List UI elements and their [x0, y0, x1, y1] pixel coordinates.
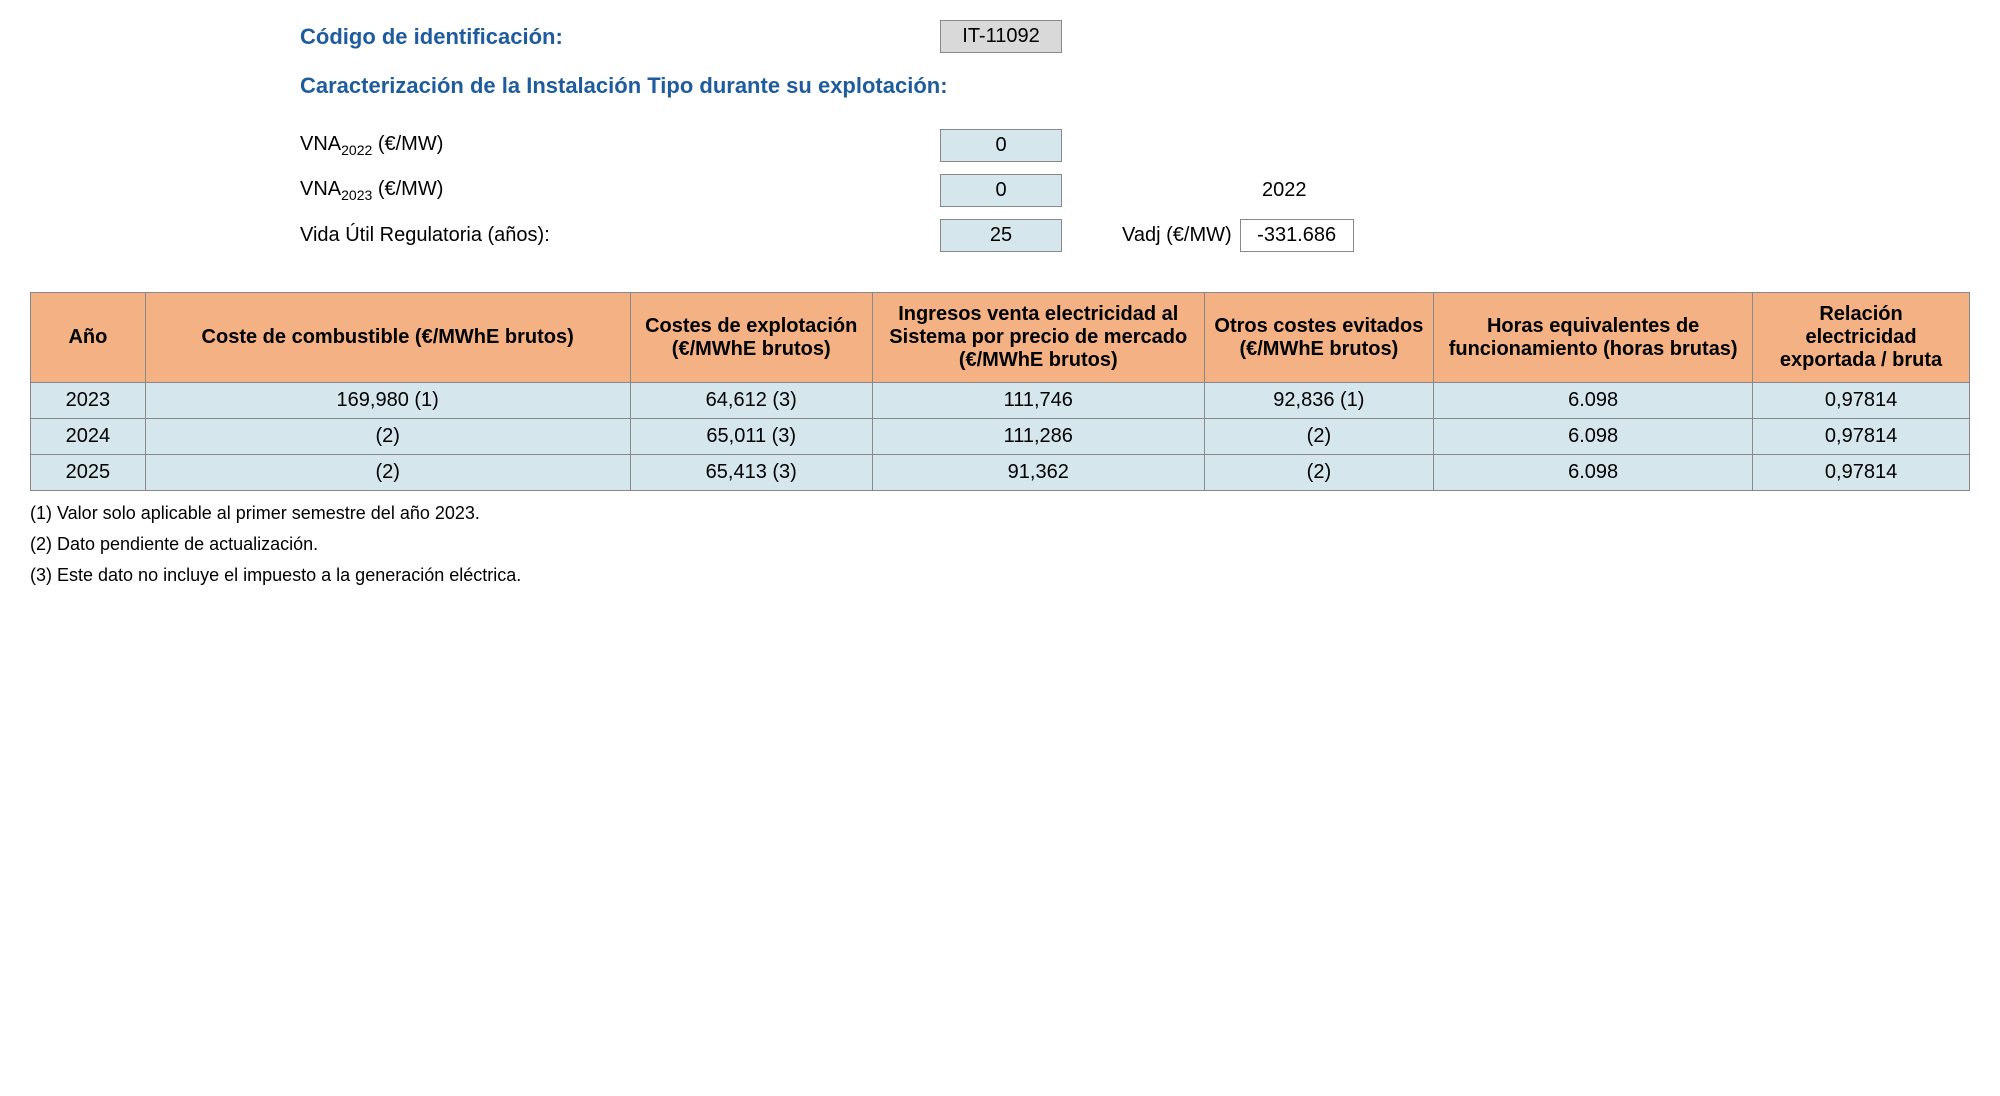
cell: (2) [1204, 455, 1434, 491]
table-row: 2025 (2) 65,413 (3) 91,362 (2) 6.098 0,9… [31, 455, 1970, 491]
vida-value: 25 [940, 219, 1062, 252]
col-header-ratio: Relación electricidad exportada / bruta [1753, 293, 1970, 383]
col-header-op-cost: Costes de explotación (€/MWhE brutos) [630, 293, 872, 383]
code-label: Código de identificación: [300, 24, 940, 50]
footnote-3: (3) Este dato no incluye el impuesto a l… [30, 565, 1970, 586]
footnote-2: (2) Dato pendiente de actualización. [30, 534, 1970, 555]
cell: (2) [1204, 419, 1434, 455]
cell: 6.098 [1434, 455, 1753, 491]
table-body: 2023 169,980 (1) 64,612 (3) 111,746 92,8… [31, 383, 1970, 491]
cell: 111,286 [872, 419, 1204, 455]
cell: 2025 [31, 455, 146, 491]
vna2022-label: VNA2022 (€/MW) [300, 133, 940, 158]
vna2023-value: 0 [940, 174, 1062, 207]
cell: 64,612 (3) [630, 383, 872, 419]
footnote-1: (1) Valor solo aplicable al primer semes… [30, 503, 1970, 524]
col-header-year: Año [31, 293, 146, 383]
footnotes: (1) Valor solo aplicable al primer semes… [30, 503, 1970, 586]
cell: 111,746 [872, 383, 1204, 419]
cell: 6.098 [1434, 419, 1753, 455]
vna2023-label: VNA2023 (€/MW) [300, 178, 940, 203]
cell: 2024 [31, 419, 146, 455]
col-header-income: Ingresos venta electricidad al Sistema p… [872, 293, 1204, 383]
vna2022-value: 0 [940, 129, 1062, 162]
table-row: 2023 169,980 (1) 64,612 (3) 111,746 92,8… [31, 383, 1970, 419]
col-header-hours: Horas equivalentes de funcionamiento (ho… [1434, 293, 1753, 383]
cell: 6.098 [1434, 383, 1753, 419]
cell: (2) [145, 419, 630, 455]
code-value-box: IT-11092 [940, 20, 1062, 53]
vida-label: Vida Útil Regulatoria (años): [300, 224, 940, 247]
table-header-row: Año Coste de combustible (€/MWhE brutos)… [31, 293, 1970, 383]
characterization-label: Caracterización de la Instalación Tipo d… [300, 73, 948, 99]
col-header-avoided: Otros costes evitados (€/MWhE brutos) [1204, 293, 1434, 383]
year-ref: 2022 [1262, 179, 1307, 202]
table-row: 2024 (2) 65,011 (3) 111,286 (2) 6.098 0,… [31, 419, 1970, 455]
col-header-fuel-cost: Coste de combustible (€/MWhE brutos) [145, 293, 630, 383]
cell: (2) [145, 455, 630, 491]
vadj-label: Vadj (€/MW) [1122, 224, 1232, 247]
cell: 0,97814 [1753, 419, 1970, 455]
cell: 92,836 (1) [1204, 383, 1434, 419]
cell: 0,97814 [1753, 455, 1970, 491]
cell: 91,362 [872, 455, 1204, 491]
cell: 65,011 (3) [630, 419, 872, 455]
cell: 169,980 (1) [145, 383, 630, 419]
vadj-value: -331.686 [1240, 219, 1354, 252]
data-table: Año Coste de combustible (€/MWhE brutos)… [30, 292, 1970, 491]
cell: 0,97814 [1753, 383, 1970, 419]
cell: 2023 [31, 383, 146, 419]
header-section: Código de identificación: IT-11092 Carac… [300, 20, 1970, 252]
cell: 65,413 (3) [630, 455, 872, 491]
